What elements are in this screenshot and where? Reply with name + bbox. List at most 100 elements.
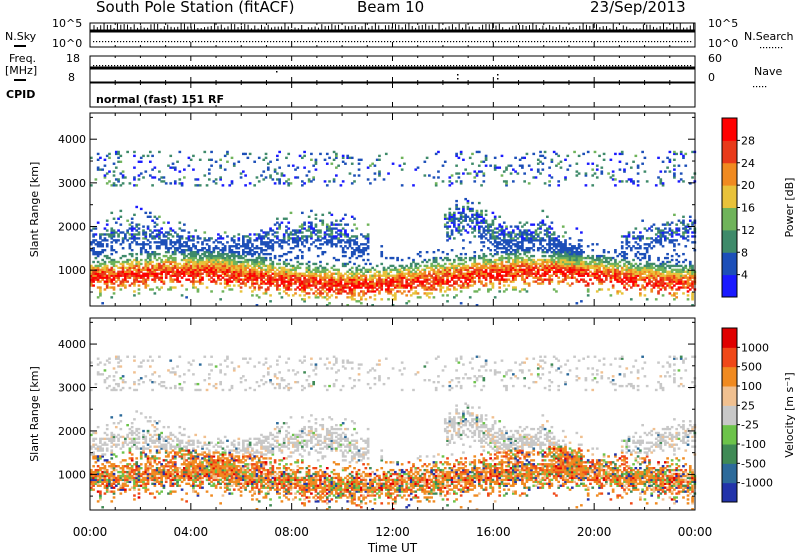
power-cell [251,266,254,270]
power-cell [294,231,297,234]
power-cell [105,182,109,185]
power-cell [521,241,524,244]
power-cell [257,233,261,236]
power-cell [96,221,100,224]
power-cell [389,268,393,272]
nsearch-dot [249,41,251,43]
power-cell [453,219,456,222]
power-cell [391,282,395,285]
power-cell [151,272,154,275]
power-cell [307,178,311,181]
power-cell [112,217,116,220]
power-cell [151,231,154,234]
power-cell [448,262,452,266]
power-cell [482,245,486,248]
power-cell [350,288,354,291]
nsearch-dot [288,41,290,43]
power-cell [99,268,102,272]
power-cell [366,258,370,262]
power-cell [226,150,229,154]
nave-dot [480,65,482,67]
power-cell [183,272,186,275]
power-cell [148,229,152,232]
power-cell [453,211,456,215]
power-cell [194,250,198,254]
power-cell [271,247,275,250]
power-cell [253,278,257,281]
power-cell [391,268,395,272]
power-cell [355,286,359,289]
power-cell [194,280,198,283]
power-cell [446,231,449,234]
power-cell [453,264,456,268]
power-cell [117,229,120,232]
power-cell [101,268,105,272]
power-cell [384,270,388,273]
power-cell [369,182,372,185]
power-cell [178,270,182,273]
power-cell [239,286,243,289]
power-cell [164,241,168,244]
power-cell [251,294,254,297]
power-cell [242,282,245,285]
power-cell [305,235,309,238]
power-cell [139,276,143,279]
power-cell [493,239,497,242]
power-cell [353,282,356,285]
nsearch-dot [411,41,413,43]
power-cell [516,256,520,260]
power-cell [314,274,318,277]
power-cell [527,250,531,254]
power-cell [509,262,513,266]
power-cell [285,286,288,289]
power-cell [507,266,511,270]
power-cell [278,254,281,258]
power-cell [99,274,102,277]
power-cell [264,231,268,234]
power-cell [418,272,422,275]
power-cell [92,249,95,252]
power-cell [173,249,177,252]
power-cell [246,270,250,273]
power-cell [457,211,461,215]
power-cell [502,221,506,224]
power-cell [418,254,422,258]
power-cell [271,243,275,246]
power-cell [294,282,297,285]
power-cell [146,272,150,275]
nave-dot [153,65,155,67]
power-cell [502,241,506,244]
power-cell [217,247,220,250]
power-cell [428,286,431,289]
power-cell [223,262,227,266]
power-cell [228,284,232,287]
power-cell [498,247,502,250]
power-cell [400,168,404,171]
power-cell [434,184,438,187]
power-cell [185,254,188,258]
power-cell [448,284,452,287]
power-cell [396,290,399,293]
power-cell [518,164,522,167]
power-cell [271,276,275,279]
power-cell [595,168,599,171]
power-cell [160,274,163,277]
power-cell [312,229,316,232]
power-cell [405,276,409,279]
power-cell [541,280,545,283]
power-cell [187,239,191,242]
power-cell [92,274,95,277]
power-cell [575,302,579,305]
power-cell [314,272,318,275]
power-cell [307,229,311,232]
power-cell [507,260,511,264]
power-cell [133,274,136,277]
power-cell [548,237,551,240]
power-cell [350,215,354,218]
power-cell [137,270,141,273]
power-cell [493,241,497,244]
power-cell [530,237,533,240]
power-cell [344,235,347,238]
power-cell [366,237,370,240]
power-cell [316,266,320,270]
